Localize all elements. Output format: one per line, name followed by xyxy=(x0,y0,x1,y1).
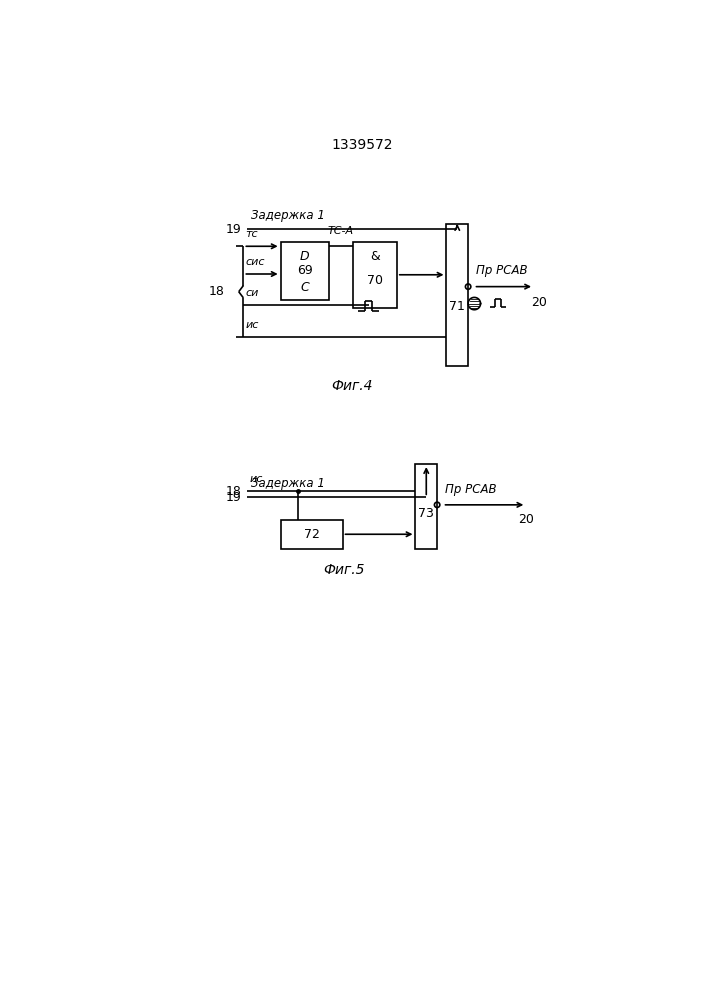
Text: 19: 19 xyxy=(226,223,241,236)
Text: Пр РСАВ: Пр РСАВ xyxy=(476,264,527,277)
Bar xyxy=(281,242,329,300)
Text: 1339572: 1339572 xyxy=(331,138,392,152)
Bar xyxy=(281,520,343,549)
Text: &: & xyxy=(370,250,380,263)
Text: ТС-А: ТС-А xyxy=(328,226,354,235)
Text: сис: сис xyxy=(246,257,265,267)
Text: Фиг.4: Фиг.4 xyxy=(331,379,373,393)
Text: 20: 20 xyxy=(518,513,534,526)
Text: Задержка 1: Задержка 1 xyxy=(251,209,325,222)
Text: 71: 71 xyxy=(450,300,465,313)
Text: C: C xyxy=(300,281,309,294)
Text: 19: 19 xyxy=(226,491,241,504)
Text: 70: 70 xyxy=(367,274,383,287)
Text: Фиг.5: Фиг.5 xyxy=(323,563,365,577)
Text: 69: 69 xyxy=(297,264,312,277)
Text: 20: 20 xyxy=(531,296,547,309)
Text: 73: 73 xyxy=(419,507,434,520)
Bar xyxy=(416,464,437,549)
Bar xyxy=(446,224,468,366)
Text: 18: 18 xyxy=(209,285,225,298)
Text: си: си xyxy=(246,288,259,298)
Bar xyxy=(354,242,397,308)
Text: 18: 18 xyxy=(225,485,241,498)
Text: ис: ис xyxy=(250,474,263,484)
Text: Задержка 1: Задержка 1 xyxy=(251,477,325,490)
Text: D: D xyxy=(300,250,310,263)
Text: ис: ис xyxy=(246,320,259,330)
Text: Пр РСАВ: Пр РСАВ xyxy=(445,483,496,496)
Text: тс: тс xyxy=(246,229,258,239)
Text: 72: 72 xyxy=(303,528,320,541)
